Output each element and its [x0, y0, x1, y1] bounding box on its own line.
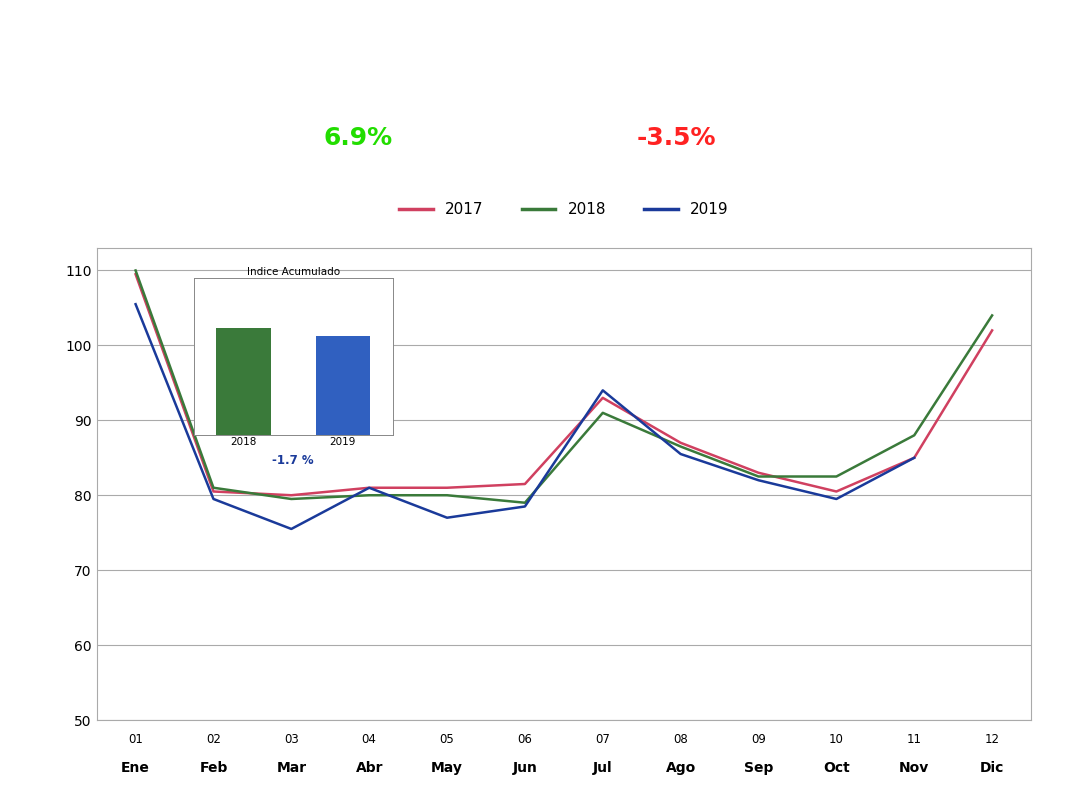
Legend: 2017, 2018, 2019: 2017, 2018, 2019 — [393, 196, 735, 224]
Text: 03: 03 — [284, 734, 299, 746]
Text: 02: 02 — [206, 734, 221, 746]
Text: 10: 10 — [829, 734, 844, 746]
Text: Dic: Dic — [979, 762, 1004, 775]
Text: May: May — [431, 762, 463, 775]
Text: 05: 05 — [439, 734, 454, 746]
Text: Centros Comerciales - Indice Nacional Shoppertrak: Centros Comerciales - Indice Nacional Sh… — [284, 42, 844, 61]
Text: 11: 11 — [906, 734, 921, 746]
Text: 06: 06 — [518, 734, 533, 746]
Text: 12: 12 — [985, 734, 1000, 746]
Text: 01: 01 — [128, 734, 143, 746]
Text: Mar: Mar — [276, 762, 306, 775]
Text: 09: 09 — [751, 734, 766, 746]
Text: Oct: Oct — [823, 762, 850, 775]
Text: Ago: Ago — [666, 762, 696, 775]
Text: VARIACIÓN
MENSUAL: VARIACIÓN MENSUAL — [474, 123, 561, 153]
Text: Nov: Nov — [899, 762, 929, 775]
Text: Jul: Jul — [593, 762, 612, 775]
Text: -1.7 %: -1.7 % — [273, 454, 314, 467]
Text: 07: 07 — [595, 734, 610, 746]
Text: 6.9%: 6.9% — [323, 126, 393, 150]
Text: 04: 04 — [362, 734, 377, 746]
Text: VARIACIÓN
ANUAL: VARIACIÓN ANUAL — [783, 123, 869, 153]
Text: Noviembre
2019: Noviembre 2019 — [180, 123, 256, 153]
Text: 08: 08 — [673, 734, 688, 746]
Text: Abr: Abr — [355, 762, 383, 775]
Text: Feb: Feb — [200, 762, 228, 775]
Text: -3.5%: -3.5% — [636, 126, 715, 150]
Text: Sep: Sep — [744, 762, 773, 775]
Text: Ene: Ene — [121, 762, 150, 775]
Text: Jun: Jun — [512, 762, 537, 775]
